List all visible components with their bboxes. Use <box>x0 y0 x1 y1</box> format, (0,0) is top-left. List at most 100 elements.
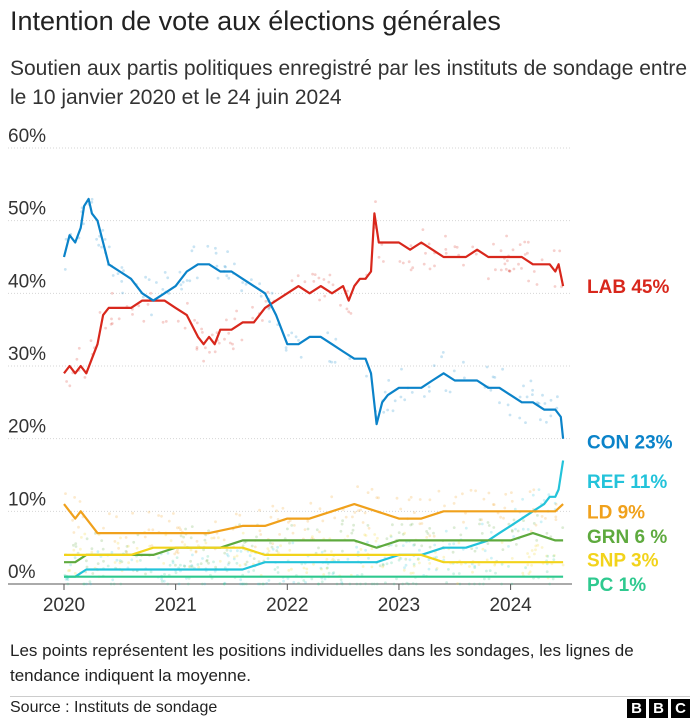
poll-point <box>508 413 512 417</box>
poll-point <box>112 582 116 586</box>
poll-point <box>225 318 228 322</box>
poll-point <box>222 538 226 542</box>
poll-point <box>512 535 515 538</box>
poll-point <box>340 581 344 584</box>
poll-point <box>380 243 384 246</box>
poll-point <box>528 570 532 574</box>
poll-point <box>214 251 218 255</box>
poll-point <box>135 559 139 563</box>
poll-point <box>288 541 291 545</box>
poll-point <box>120 266 124 269</box>
poll-point <box>536 543 540 547</box>
poll-point <box>91 572 95 575</box>
poll-point <box>167 519 171 523</box>
poll-point <box>318 298 321 302</box>
poll-point <box>323 294 327 298</box>
poll-point <box>370 487 374 491</box>
poll-point <box>370 565 374 569</box>
poll-point <box>391 409 395 413</box>
poll-point <box>487 277 490 281</box>
poll-point <box>297 581 300 585</box>
poll-point <box>271 542 275 545</box>
poll-point <box>433 543 437 547</box>
poll-point <box>512 518 516 522</box>
poll-point <box>204 541 208 545</box>
poll-point <box>346 534 350 538</box>
series-label-ld: LD 9% <box>587 502 645 523</box>
poll-point <box>190 564 194 567</box>
poll-point <box>65 577 69 580</box>
poll-point <box>561 563 565 567</box>
poll-point <box>166 276 170 280</box>
poll-point <box>364 534 368 537</box>
poll-point <box>297 339 300 342</box>
poll-point <box>488 569 492 572</box>
poll-point <box>178 526 181 529</box>
poll-point <box>355 545 358 549</box>
poll-point <box>306 519 310 523</box>
poll-point <box>526 563 530 567</box>
poll-point <box>223 581 227 585</box>
poll-point <box>413 511 416 514</box>
poll-point <box>241 582 245 586</box>
poll-point <box>195 539 199 543</box>
poll-point <box>164 320 168 323</box>
poll-point <box>373 533 377 536</box>
poll-point <box>66 582 70 586</box>
poll-point <box>189 536 193 540</box>
poll-point <box>545 554 548 558</box>
poll-point <box>556 395 559 399</box>
poll-point <box>505 234 508 238</box>
poll-point <box>194 550 198 554</box>
poll-point <box>444 251 448 255</box>
poll-point <box>131 313 134 316</box>
chart-subtitle: Soutien aux partis politiques enregistré… <box>10 57 688 109</box>
poll-point <box>420 544 424 548</box>
poll-point <box>366 524 370 527</box>
poll-point <box>75 357 79 361</box>
poll-point <box>349 312 353 315</box>
poll-point <box>85 582 88 586</box>
poll-point <box>339 303 342 307</box>
poll-point <box>303 280 307 284</box>
poll-point <box>115 558 119 562</box>
poll-point <box>319 566 323 570</box>
poll-point <box>243 541 247 544</box>
poll-point <box>498 401 501 405</box>
poll-point <box>473 564 477 568</box>
poll-point <box>79 547 82 551</box>
poll-point <box>72 543 75 547</box>
x-tick-label: 2023 <box>378 595 420 616</box>
poll-point <box>475 546 479 550</box>
poll-point <box>77 525 80 529</box>
poll-point <box>281 506 285 510</box>
poll-point <box>72 531 76 534</box>
poll-point <box>531 388 534 392</box>
poll-point <box>101 228 105 232</box>
poll-point <box>360 573 364 576</box>
poll-point <box>553 285 557 288</box>
poll-point <box>435 555 438 559</box>
trend-line-ref <box>64 460 565 578</box>
poll-point <box>410 391 414 394</box>
poll-point <box>527 572 531 575</box>
poll-point <box>101 547 105 551</box>
poll-point <box>417 557 420 561</box>
poll-point <box>524 421 527 424</box>
poll-point <box>247 570 251 574</box>
poll-point <box>395 577 398 581</box>
poll-point <box>367 556 370 560</box>
poll-point <box>310 577 314 581</box>
poll-point <box>102 526 105 530</box>
poll-point <box>222 582 226 586</box>
poll-point <box>126 544 130 548</box>
poll-point <box>118 561 122 565</box>
poll-point <box>499 515 502 519</box>
poll-point <box>252 557 256 560</box>
poll-point <box>315 528 319 532</box>
poll-point <box>147 278 151 281</box>
poll-point <box>304 581 307 584</box>
poll-point <box>116 272 120 275</box>
poll-point <box>80 536 83 539</box>
poll-point <box>508 269 512 273</box>
